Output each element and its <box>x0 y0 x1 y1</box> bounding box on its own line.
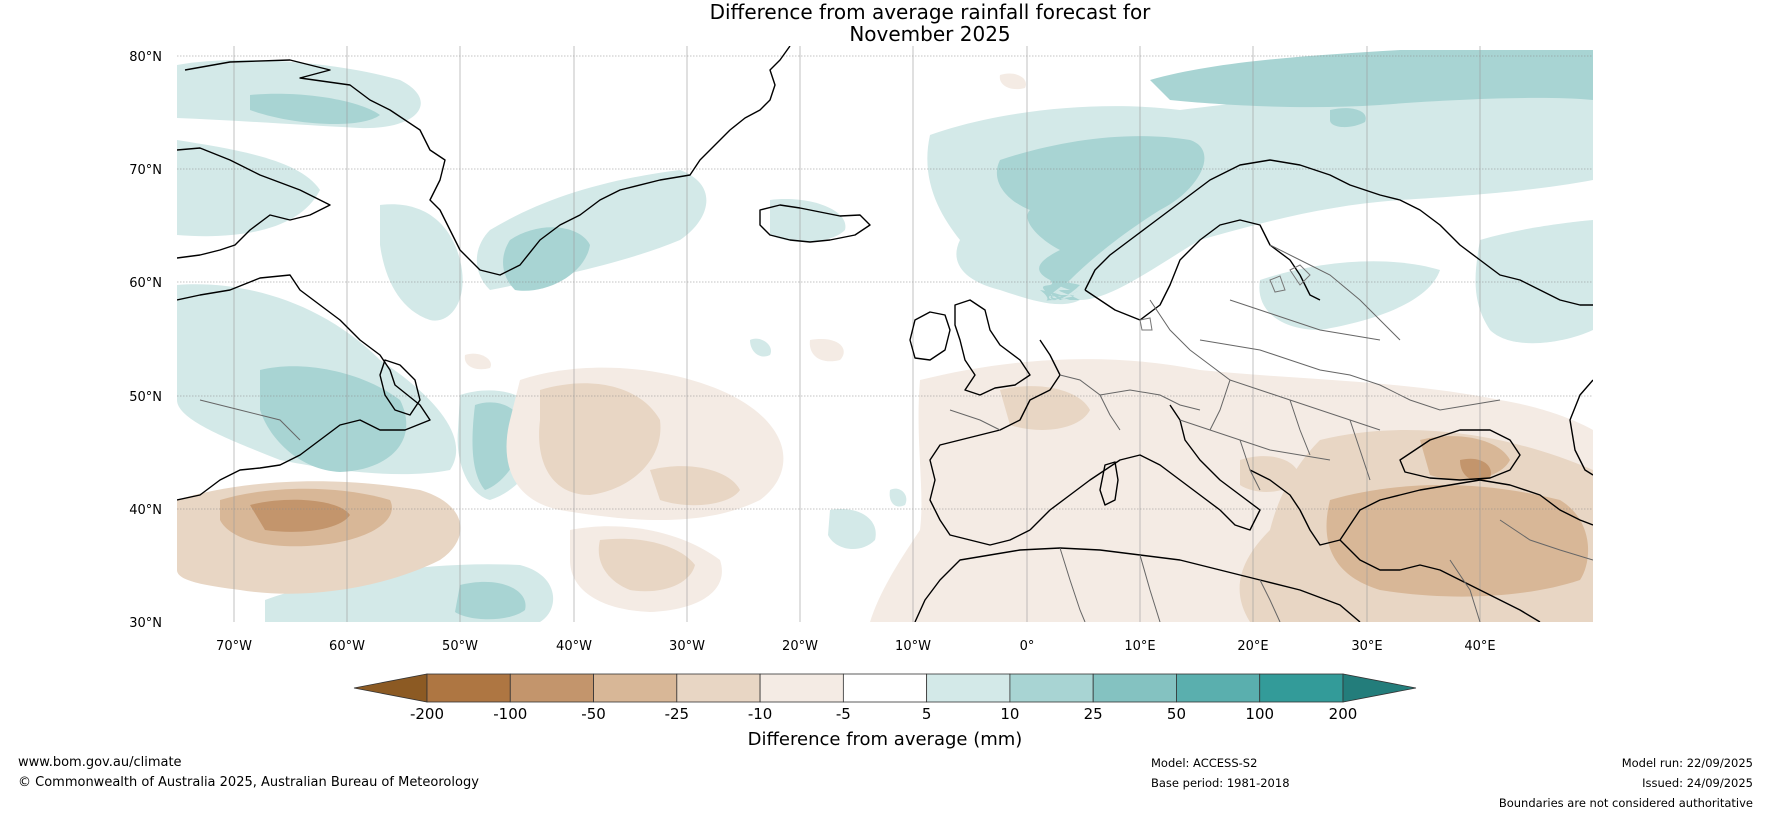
lat-label-40: 40°N <box>129 503 162 518</box>
country-borders <box>199 244 1593 622</box>
colorbar-extend-low <box>353 673 428 703</box>
colorbar-tick-label: 25 <box>1084 705 1103 723</box>
lon-label-50w: 50°W <box>442 639 478 654</box>
colorbar-swatches <box>353 673 1417 703</box>
colorbar-swatch <box>1176 673 1261 703</box>
footer-model: Model: ACCESS-S2 <box>1151 756 1258 770</box>
colorbar-tick-label: 10 <box>1000 705 1019 723</box>
lat-label-70: 70°N <box>129 163 162 178</box>
footer-copyright: © Commonwealth of Australia 2025, Austra… <box>18 775 479 790</box>
lon-label-60w: 60°W <box>329 639 365 654</box>
colorbar-extend-high <box>1342 673 1417 703</box>
lat-label-60: 60°N <box>129 276 162 291</box>
footer-issued: Issued: 24/09/2025 <box>1642 776 1753 790</box>
lon-label-20e: 20°E <box>1237 639 1268 654</box>
latitude-labels: 80°N 70°N 60°N 50°N 40°N 30°N <box>129 50 162 631</box>
gridlines <box>177 55 1593 510</box>
lakes <box>1139 264 1311 331</box>
lat-label-30: 30°N <box>129 616 162 631</box>
coastlines <box>177 46 1593 622</box>
lon-label-30e: 30°E <box>1351 639 1382 654</box>
footer-model-run: Model run: 22/09/2025 <box>1621 756 1753 770</box>
colorbar-tick-label: 5 <box>922 705 932 723</box>
lon-label-40w: 40°W <box>556 639 592 654</box>
footer-disclaimer: Boundaries are not considered authoritat… <box>1498 796 1753 810</box>
lon-label-70w: 70°W <box>216 639 252 654</box>
lat-label-50: 50°N <box>129 390 162 405</box>
colorbar-swatch <box>509 673 594 703</box>
colorbar-title: Difference from average (mm) <box>748 729 1023 750</box>
colorbar-tick-label: 200 <box>1329 705 1358 723</box>
lon-label-30w: 30°W <box>669 639 705 654</box>
footer-site: www.bom.gov.au/climate <box>18 755 182 770</box>
colorbar-swatch <box>926 673 1011 703</box>
colorbar-swatch <box>676 673 761 703</box>
colorbar-tick-label: 100 <box>1245 705 1274 723</box>
lon-label-20w: 20°W <box>782 639 818 654</box>
colorbar-swatch <box>1092 673 1177 703</box>
longitude-labels: 70°W 60°W 50°W 40°W 30°W 20°W 10°W 0° 10… <box>216 639 1496 654</box>
colorbar-swatch <box>593 673 678 703</box>
title-line-2: November 2025 <box>849 22 1011 46</box>
anomaly-fill-layer <box>177 50 1593 622</box>
colorbar-swatch <box>1009 673 1094 703</box>
colorbar-swatch <box>1259 673 1344 703</box>
colorbar-swatch <box>759 673 844 703</box>
colorbar-tick-label: -50 <box>581 705 606 723</box>
lat-label-80: 80°N <box>129 50 162 65</box>
footer-base-period: Base period: 1981-2018 <box>1151 776 1290 790</box>
colorbar-tick-label: -200 <box>410 705 444 723</box>
colorbar-tick-label: -100 <box>493 705 527 723</box>
colorbar-tick-label: 50 <box>1167 705 1186 723</box>
title-line-1: Difference from average rainfall forecas… <box>709 0 1151 24</box>
lon-label-10e: 10°E <box>1124 639 1155 654</box>
lon-label-10w: 10°W <box>895 639 931 654</box>
meridians <box>233 46 1481 622</box>
colorbar-tick-label: -10 <box>748 705 773 723</box>
colorbar-labels: -200 -100 -50 -25 -10 -5 5 10 25 50 100 200 <box>410 705 1357 723</box>
colorbar-tick-label: -25 <box>665 705 690 723</box>
colorbar-tick-label: -5 <box>836 705 851 723</box>
lon-label-40e: 40°E <box>1464 639 1495 654</box>
lon-label-0: 0° <box>1020 639 1035 654</box>
colorbar: -200 -100 -50 -25 -10 -5 5 10 25 50 100 200 Differe… <box>353 673 1417 750</box>
colorbar-swatch <box>426 673 511 703</box>
colorbar-swatch <box>842 673 928 703</box>
